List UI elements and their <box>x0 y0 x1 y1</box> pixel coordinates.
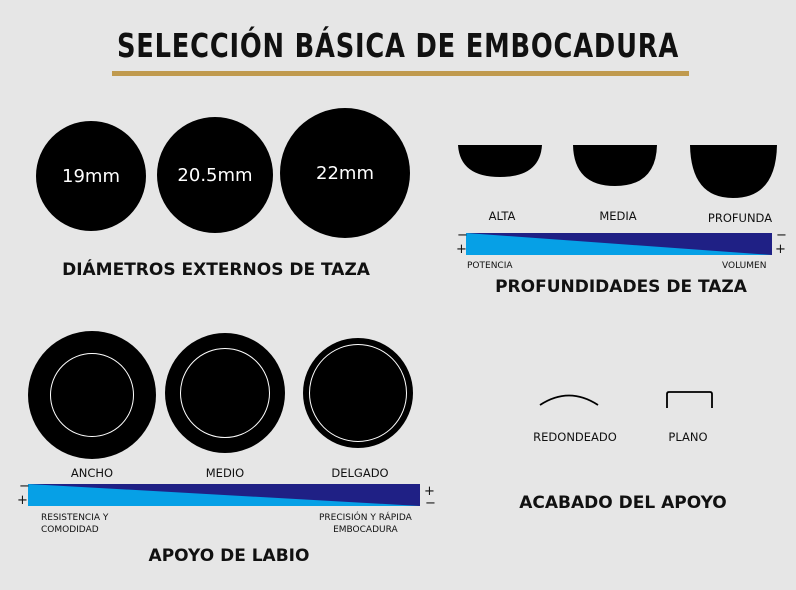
rim-ancho <box>28 331 156 459</box>
scale-label-precision: PRECISIÓN Y RÁPIDA EMBOCADURA <box>319 512 412 536</box>
plus-sign: + <box>17 493 28 508</box>
scale-label-line: RESISTENCIA Y <box>41 513 109 523</box>
depth-label-media: MEDIA <box>599 209 637 223</box>
plus-sign: + <box>775 242 786 257</box>
rim-shape-redondeado <box>539 394 599 406</box>
diameter-label: 22mm <box>316 162 374 184</box>
scale-label-resistencia: RESISTENCIA Y COMODIDAD <box>41 512 108 536</box>
depth-label-alta: ALTA <box>488 209 516 223</box>
rim-inner-circle <box>309 344 407 442</box>
finish-label-redondeado: REDONDEADO <box>533 430 617 444</box>
scale-label-potencia: POTENCIA <box>467 261 513 271</box>
rim-inner-circle <box>180 348 270 438</box>
cup-diameter-20-5mm: 20.5mm <box>157 117 273 233</box>
cup-shape-profunda <box>690 145 777 198</box>
depth-scale-bar <box>466 233 772 255</box>
minus-sign: − <box>776 228 787 243</box>
depth-label-profunda: PROFUNDA <box>707 211 773 225</box>
cup-diameter-22mm: 22mm <box>280 108 410 238</box>
cup-shape-media <box>573 145 657 186</box>
rim-label-medio: MEDIO <box>205 466 245 480</box>
scale-label-line: EMBOCADURA <box>333 525 398 535</box>
diameter-label: 19mm <box>62 165 120 187</box>
title-underline <box>112 71 689 76</box>
minus-sign: − <box>457 228 468 243</box>
rim-label-ancho: ANCHO <box>70 466 114 480</box>
cup-shape-alta <box>458 145 542 177</box>
minus-sign: − <box>425 496 436 511</box>
finish-heading: ACABADO DEL APOYO <box>519 493 727 513</box>
rim-inner-circle <box>50 353 134 437</box>
cup-diameter-19mm: 19mm <box>36 121 146 231</box>
plus-sign: + <box>456 242 467 257</box>
plus-sign: + <box>424 484 435 499</box>
rim-medio <box>165 333 285 453</box>
minus-sign: − <box>19 479 30 494</box>
scale-label-line: PRECISIÓN Y RÁPIDA <box>319 513 412 523</box>
rims-heading: APOYO DE LABIO <box>148 546 310 566</box>
page-title: SELECCIÓN BÁSICA DE EMBOCADURA <box>116 26 680 65</box>
depths-heading: PROFUNDIDADES DE TAZA <box>495 277 747 297</box>
finish-label-plano: PLANO <box>668 430 708 444</box>
rim-shape-plano <box>666 391 713 408</box>
scale-label-line: COMODIDAD <box>41 525 99 535</box>
rim-label-delgado: DELGADO <box>331 466 389 480</box>
scale-label-volumen: VOLUMEN <box>722 261 767 271</box>
rim-delgado <box>303 338 413 448</box>
diameters-heading: DIÁMETROS EXTERNOS DE TAZA <box>62 260 370 280</box>
lip-scale-bar <box>28 484 420 506</box>
diameter-label: 20.5mm <box>177 164 253 186</box>
